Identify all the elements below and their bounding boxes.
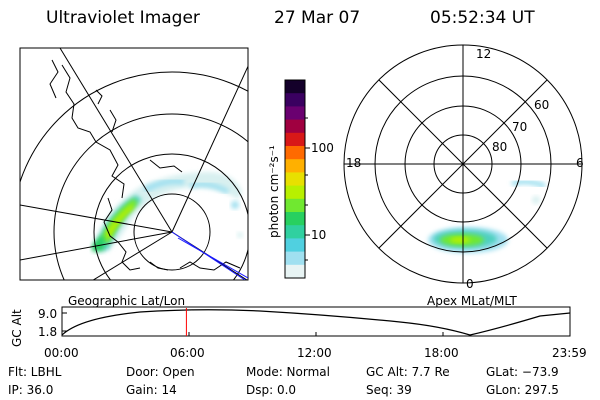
observation-time: 05:52:34 UT (430, 8, 535, 28)
colorbar-cell (285, 106, 305, 121)
colorbar-cell (285, 185, 305, 200)
altitude-y-ticks (62, 312, 67, 332)
aurora-oval-geographic (92, 172, 243, 254)
colorbar-cell (285, 238, 305, 253)
altitude-x-ticks (61, 332, 571, 336)
colorbar-cell (285, 146, 305, 160)
door-readout: Door: Open (126, 365, 195, 379)
altitude-xtick-2: 12:00 (297, 346, 332, 360)
gc-alt-readout: GC Alt: 7.7 Re (366, 365, 450, 379)
geographic-panel-label: Geographic Lat/Lon (68, 294, 186, 308)
aurora-oval-magnetic (428, 179, 546, 253)
mlt-radials (344, 45, 582, 283)
seq-readout: Seq: 39 (366, 383, 412, 397)
ip-readout: IP: 36.0 (8, 383, 54, 397)
colorbar-cell (285, 225, 305, 239)
colorbar-ticks (305, 117, 310, 261)
latitude-grid (20, 71, 248, 280)
colorbar-tick-10: 10 (311, 228, 327, 242)
gain-readout: Gain: 14 (126, 383, 177, 397)
altitude-plot-frame (61, 306, 571, 337)
satellite-track (171, 231, 246, 280)
mlt-label-12: 12 (476, 47, 492, 61)
mode-readout: Mode: Normal (246, 365, 330, 379)
altitude-ytick-top: 9.0 (38, 307, 58, 321)
colorbar-cell (285, 251, 305, 266)
colorbar-cell (285, 132, 305, 147)
mlt-label-18: 18 (346, 156, 362, 170)
mlt-label-0: 0 (466, 277, 474, 291)
colorbar-cell (285, 198, 305, 213)
altitude-ytick-bottom: 1.8 (38, 325, 58, 339)
mlat-label-80: 80 (492, 140, 508, 154)
altitude-xtick-3: 18:00 (424, 346, 459, 360)
mlt-label-6: 6 (576, 156, 584, 170)
colorbar-cell (285, 212, 305, 226)
colorbar-cell (285, 159, 305, 173)
altitude-ylabel: GC Alt (10, 309, 24, 347)
glon-readout: GLon: 297.5 (486, 383, 559, 397)
instrument-title: Ultraviolet Imager (46, 8, 200, 28)
glat-readout: GLat: −73.9 (486, 365, 559, 379)
colorbar-cell (285, 264, 305, 279)
altitude-curve (61, 309, 571, 336)
colorbar-cells (285, 80, 305, 279)
mlat-label-70: 70 (512, 120, 528, 134)
colorbar-frame (284, 79, 306, 279)
observation-date: 27 Mar 07 (274, 8, 361, 28)
colorbar-cell (285, 172, 305, 187)
coastlines (49, 59, 241, 271)
geographic-map-content (20, 48, 248, 280)
geographic-map-frame (19, 47, 249, 281)
altitude-xtick-1: 06:00 (170, 346, 205, 360)
altitude-xtick-4: 23:59 (552, 346, 587, 360)
colorbar-cell (285, 80, 305, 94)
colorbar-tick-100: 100 (311, 141, 334, 155)
colorbar-cell (285, 93, 305, 107)
colorbar-cell (285, 119, 305, 134)
altitude-xtick-0: 00:00 (44, 346, 79, 360)
dsp-readout: Dsp: 0.0 (246, 383, 297, 397)
satellite-track-offset (177, 237, 248, 279)
mlat-label-60: 60 (534, 98, 550, 112)
filter-readout: Flt: LBHL (8, 365, 62, 379)
magnetic-panel-label: Apex MLat/MLT (427, 294, 517, 308)
